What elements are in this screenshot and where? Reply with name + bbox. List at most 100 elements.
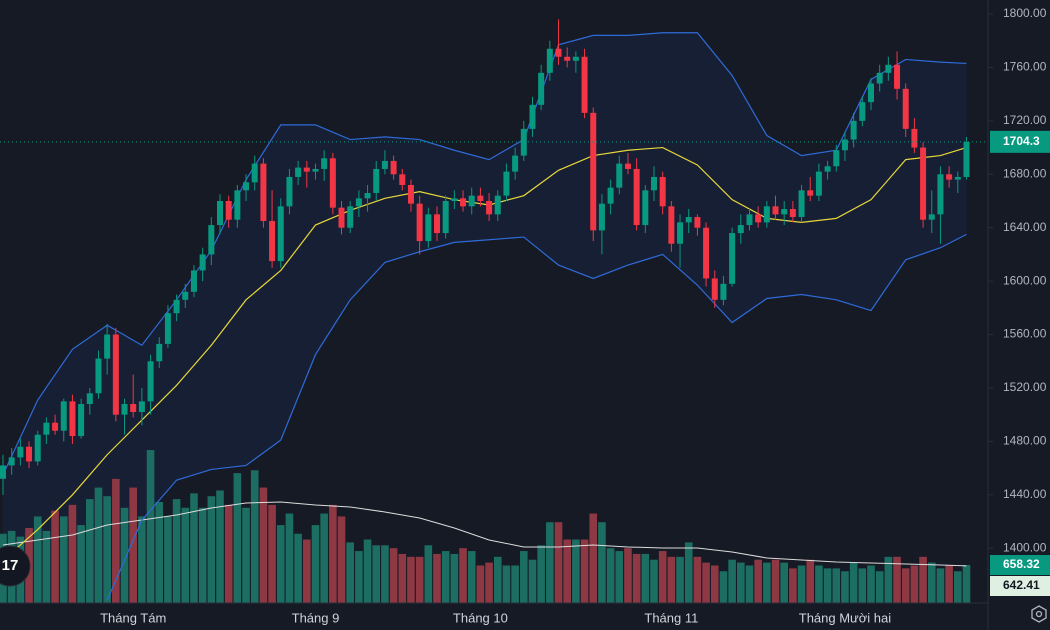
volume-ma-box <box>990 576 1050 597</box>
candle-body <box>217 201 223 226</box>
y-tick-label: 1720.00 <box>1003 113 1047 127</box>
volume-bar <box>424 545 433 603</box>
volume-bar <box>745 565 754 603</box>
candle-body <box>590 112 597 231</box>
volume-bar <box>728 559 736 603</box>
volume-bar <box>763 562 771 603</box>
volume-bar <box>363 539 372 603</box>
volume-bar <box>311 525 320 603</box>
volume-bar <box>381 545 389 603</box>
candle-body <box>781 209 788 215</box>
volume-bar <box>164 516 172 603</box>
candle-body <box>624 163 631 169</box>
volume-bar <box>528 559 537 603</box>
candle-body <box>460 198 467 207</box>
volume-bar <box>546 522 554 603</box>
candle-body <box>442 201 449 234</box>
volume-bar <box>650 559 658 603</box>
candle-body <box>703 227 710 279</box>
volume-bar <box>77 525 85 603</box>
volume-bar <box>927 562 936 603</box>
volume-ma-label: 642.41 <box>1003 578 1040 592</box>
plot-area <box>0 19 971 603</box>
last-price-box <box>990 130 1050 153</box>
y-tick-label: 1800.00 <box>1003 6 1047 20</box>
volume-bar <box>467 551 476 603</box>
candle-body <box>902 88 909 129</box>
volume-bar <box>606 548 615 603</box>
candle-body <box>824 166 831 172</box>
x-tick-label: Tháng Tám <box>100 610 166 625</box>
volume-bar <box>346 542 354 603</box>
candle-body <box>26 446 33 462</box>
candle-body <box>69 401 76 437</box>
y-tick-label: 1520.00 <box>1003 380 1047 394</box>
volume-bar <box>372 545 381 603</box>
candle-body <box>694 217 701 228</box>
band-line <box>106 233 967 601</box>
candle-body <box>147 361 154 402</box>
volume-bar <box>945 565 953 603</box>
candle-body <box>529 104 536 129</box>
volume-bar <box>320 513 328 603</box>
candle-body <box>251 163 258 183</box>
candle-body <box>269 221 276 262</box>
candle-body <box>312 168 319 172</box>
candle-body <box>954 176 961 180</box>
candle-body <box>381 160 388 169</box>
candle-body <box>156 343 163 362</box>
y-tick-label: 1400.00 <box>1003 540 1047 554</box>
volume-bar <box>476 565 485 603</box>
volume-bar <box>841 571 849 603</box>
candle-body <box>789 209 796 218</box>
volume-bar <box>936 568 945 603</box>
volume-bar <box>450 553 459 603</box>
volume-bar <box>771 559 780 603</box>
y-tick-label: 1440.00 <box>1003 487 1047 501</box>
candle-body <box>911 128 918 148</box>
candle-body <box>581 56 588 113</box>
volume-bar <box>172 499 181 603</box>
candle-body <box>199 254 206 271</box>
volume-bar <box>233 473 242 603</box>
volume-bar <box>598 522 606 603</box>
candle-body <box>737 225 744 234</box>
volume-label: 658.32 <box>1003 557 1040 571</box>
candle-body <box>130 404 137 413</box>
candle-body <box>225 201 232 220</box>
volume-bar <box>42 530 51 603</box>
last-price-label: 1704.3 <box>1003 134 1040 148</box>
volume-bar <box>684 542 693 603</box>
candle-body <box>564 56 571 61</box>
candle-body <box>399 174 406 185</box>
band-fill <box>3 32 967 603</box>
volume-bar <box>242 507 250 603</box>
volume-bar <box>893 556 901 603</box>
candle-body <box>850 120 857 140</box>
candle-body <box>95 358 102 394</box>
volume-bar <box>485 562 493 603</box>
candle-body <box>190 270 197 292</box>
candle-body <box>121 404 128 415</box>
volume-bar <box>103 496 111 603</box>
candle-body <box>347 206 354 228</box>
candle-body <box>295 167 302 177</box>
volume-bar <box>207 496 216 603</box>
x-tick-label: Tháng Mười hai <box>799 610 891 625</box>
candle-body <box>833 150 840 167</box>
candle-body <box>963 141 970 177</box>
volume-bar <box>68 504 77 603</box>
candle-body <box>138 401 145 413</box>
settings-icon[interactable] <box>1031 605 1047 623</box>
candle-body <box>503 171 510 196</box>
candle-body <box>60 401 67 431</box>
volume-bar <box>459 548 467 603</box>
volume-bar <box>190 493 198 603</box>
candle-body <box>520 128 527 156</box>
candle-body <box>720 283 727 300</box>
volume-bar <box>59 516 68 603</box>
candle-body <box>928 214 935 220</box>
volume-bar <box>537 545 545 603</box>
volume-bar <box>216 490 224 603</box>
volume-bar <box>120 507 129 603</box>
